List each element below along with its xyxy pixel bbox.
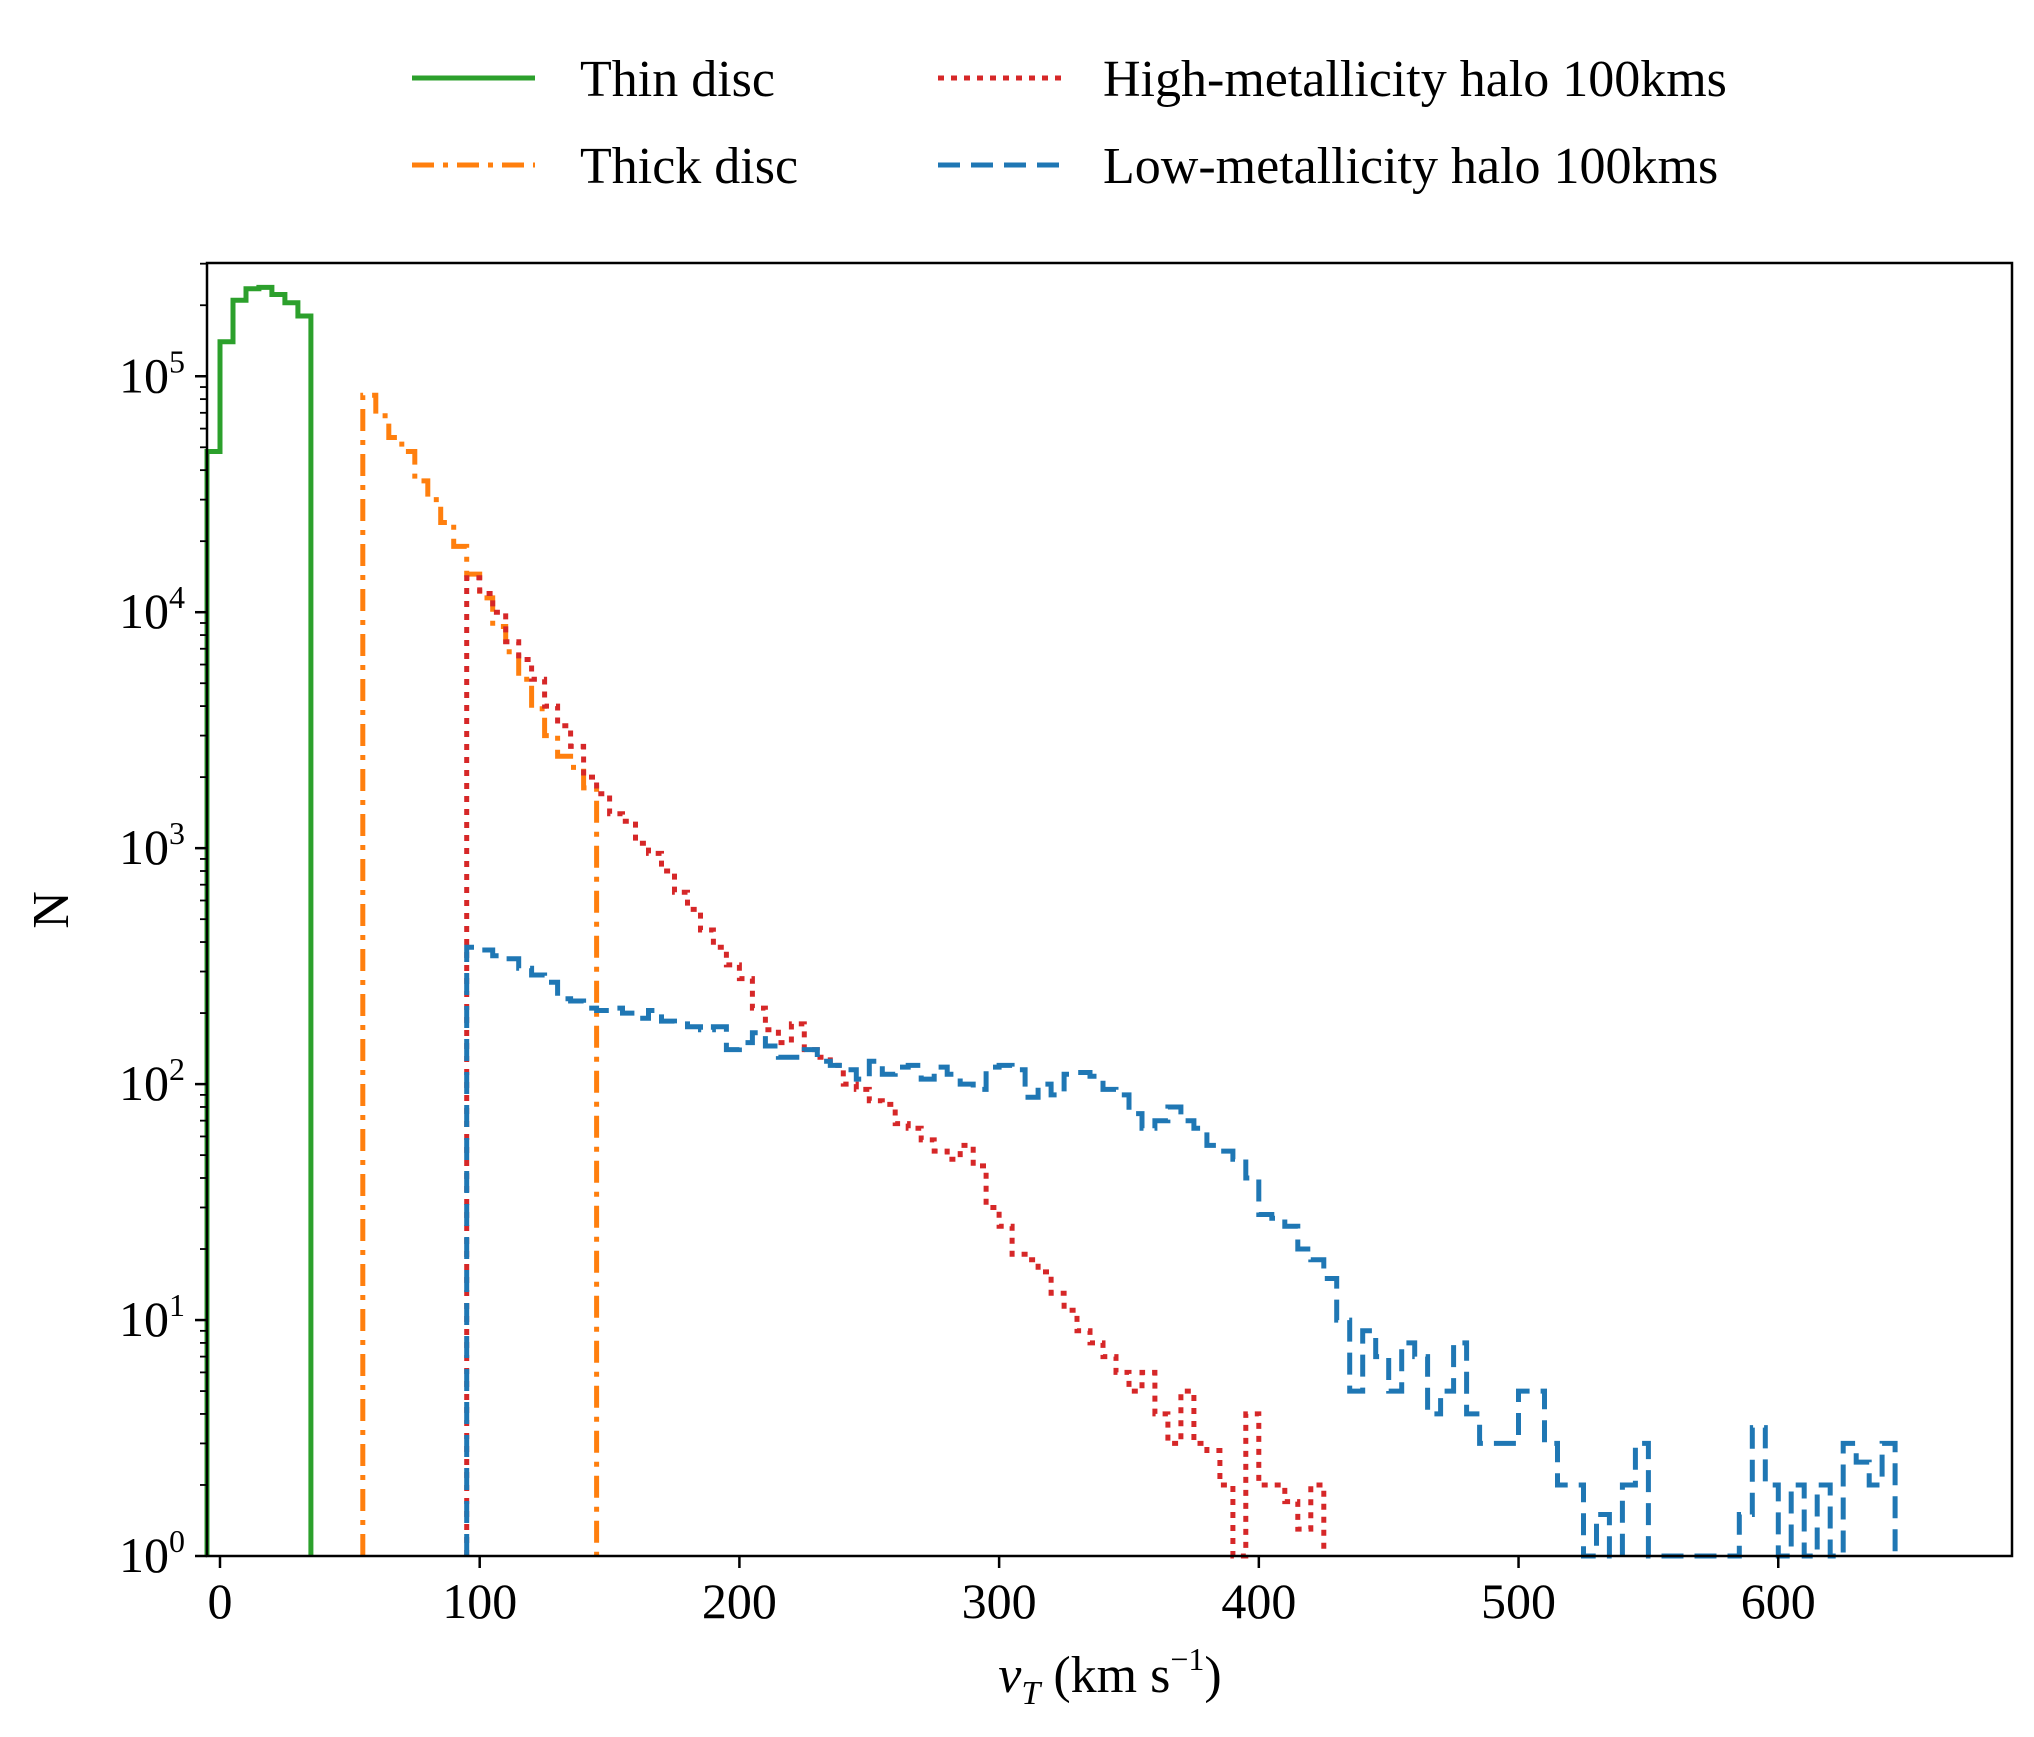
legend: Thin disc Thick disc High-metallicity ha… <box>412 51 1727 195</box>
legend-label-high-metallicity-halo: High-metallicity halo 100kms <box>1103 51 1727 108</box>
x-tick-label: 400 <box>1221 1573 1296 1629</box>
x-tick-label: 600 <box>1741 1573 1816 1629</box>
y-tick-label: 104 <box>119 579 185 639</box>
y-tick-label: 103 <box>119 815 185 875</box>
x-axis-label-space <box>1040 1647 1053 1704</box>
y-tick-label: 100 <box>119 1523 185 1583</box>
series-line-high-metallicity-halo-100kms <box>464 575 1327 1559</box>
x-axis-label-exponent: −1 <box>1170 1641 1204 1677</box>
plot-frame <box>205 261 2014 1558</box>
legend-label-thin-disc: Thin disc <box>580 51 775 108</box>
y-axis-label: N <box>23 891 80 929</box>
ticks-layer: 0 100 200 300 400 500 600 100 101 102 103 104 105 <box>119 262 1816 1629</box>
series-line-thin-disc <box>204 284 314 1556</box>
series-layer <box>204 284 1898 1559</box>
x-tick-label: 300 <box>962 1573 1037 1629</box>
x-axis-label-close: ) <box>1204 1647 1221 1704</box>
x-axis-label-units: (km s <box>1053 1647 1170 1704</box>
x-tick-label: 100 <box>442 1573 517 1629</box>
legend-label-thick-disc: Thick disc <box>580 138 798 195</box>
series-line-low-metallicity-halo-100kms <box>464 944 1898 1559</box>
x-axis-label-subscript: T <box>1021 1675 1042 1712</box>
y-tick-label: 102 <box>119 1051 185 1111</box>
y-tick-label: 101 <box>119 1287 185 1347</box>
y-tick-label: 105 <box>119 343 185 403</box>
x-tick-label: 500 <box>1481 1573 1556 1629</box>
legend-label-low-metallicity-halo: Low-metallicity halo 100kms <box>1103 138 1718 195</box>
series-line-thick-disc <box>360 392 600 1556</box>
x-axis-label: vT (km s−1) <box>998 1641 1221 1712</box>
x-tick-label: 0 <box>207 1573 232 1629</box>
x-axis-label-symbol: v <box>998 1647 1022 1704</box>
x-tick-label: 200 <box>702 1573 777 1629</box>
